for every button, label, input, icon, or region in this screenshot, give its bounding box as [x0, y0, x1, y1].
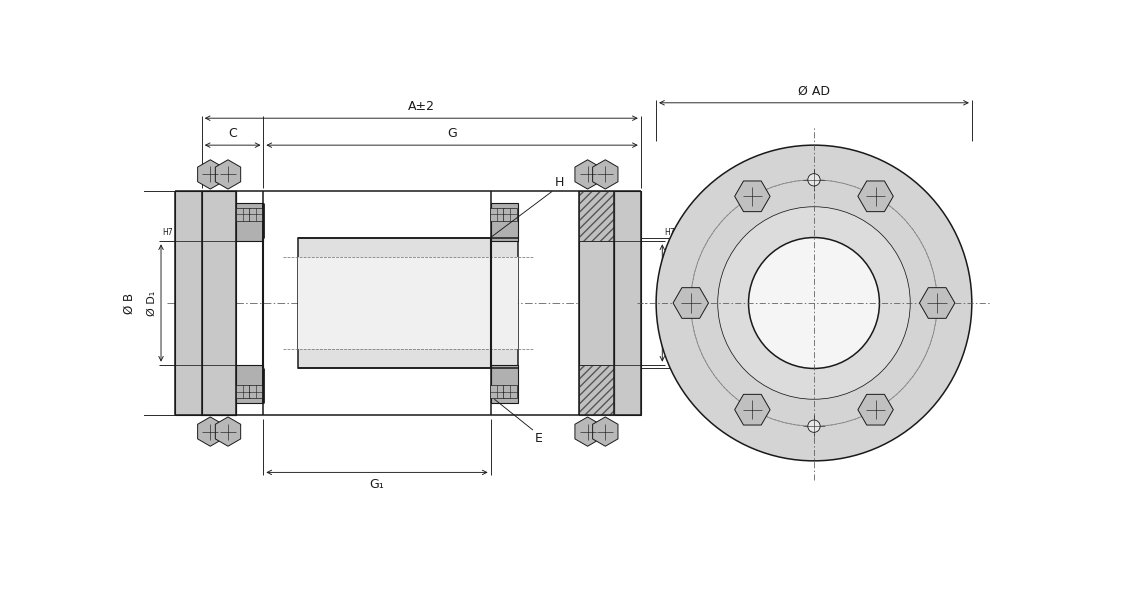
Bar [202, 191, 236, 241]
Polygon shape [202, 365, 236, 415]
Circle shape [808, 420, 820, 433]
Circle shape [808, 173, 820, 186]
Bar [579, 191, 614, 241]
Bar [503, 385, 516, 398]
Text: G₁: G₁ [370, 478, 384, 491]
Bar [236, 365, 263, 403]
Polygon shape [202, 191, 236, 241]
Text: E: E [536, 433, 544, 445]
Text: Ø AD: Ø AD [798, 85, 829, 97]
Text: C: C [228, 127, 237, 140]
Bar [490, 203, 518, 241]
Bar [249, 208, 262, 221]
Bar [236, 208, 250, 221]
Text: Ø B: Ø B [122, 292, 136, 314]
Text: H7: H7 [663, 228, 675, 237]
Bar [614, 191, 641, 415]
Circle shape [748, 238, 879, 368]
Text: H7: H7 [623, 224, 634, 233]
Bar [236, 203, 263, 241]
Circle shape [657, 145, 972, 461]
Text: G: G [447, 127, 457, 140]
Bar [579, 365, 614, 415]
Bar [298, 238, 518, 368]
Bar [579, 191, 614, 415]
Text: Ø D₂: Ø D₂ [603, 290, 614, 316]
Bar [249, 385, 262, 398]
Text: Ø D₁: Ø D₁ [147, 290, 157, 316]
Bar [489, 208, 504, 221]
Bar [298, 257, 518, 349]
Bar [202, 365, 236, 415]
Bar [236, 385, 250, 398]
Bar [503, 208, 516, 221]
Text: Ø D₂: Ø D₂ [670, 290, 680, 316]
Bar [489, 385, 504, 398]
Bar [490, 365, 518, 403]
Text: H7: H7 [163, 228, 173, 237]
Text: H: H [555, 176, 564, 189]
Text: A±2: A±2 [408, 100, 435, 113]
Circle shape [718, 207, 911, 399]
Bar [202, 191, 236, 415]
Bar [175, 191, 202, 415]
